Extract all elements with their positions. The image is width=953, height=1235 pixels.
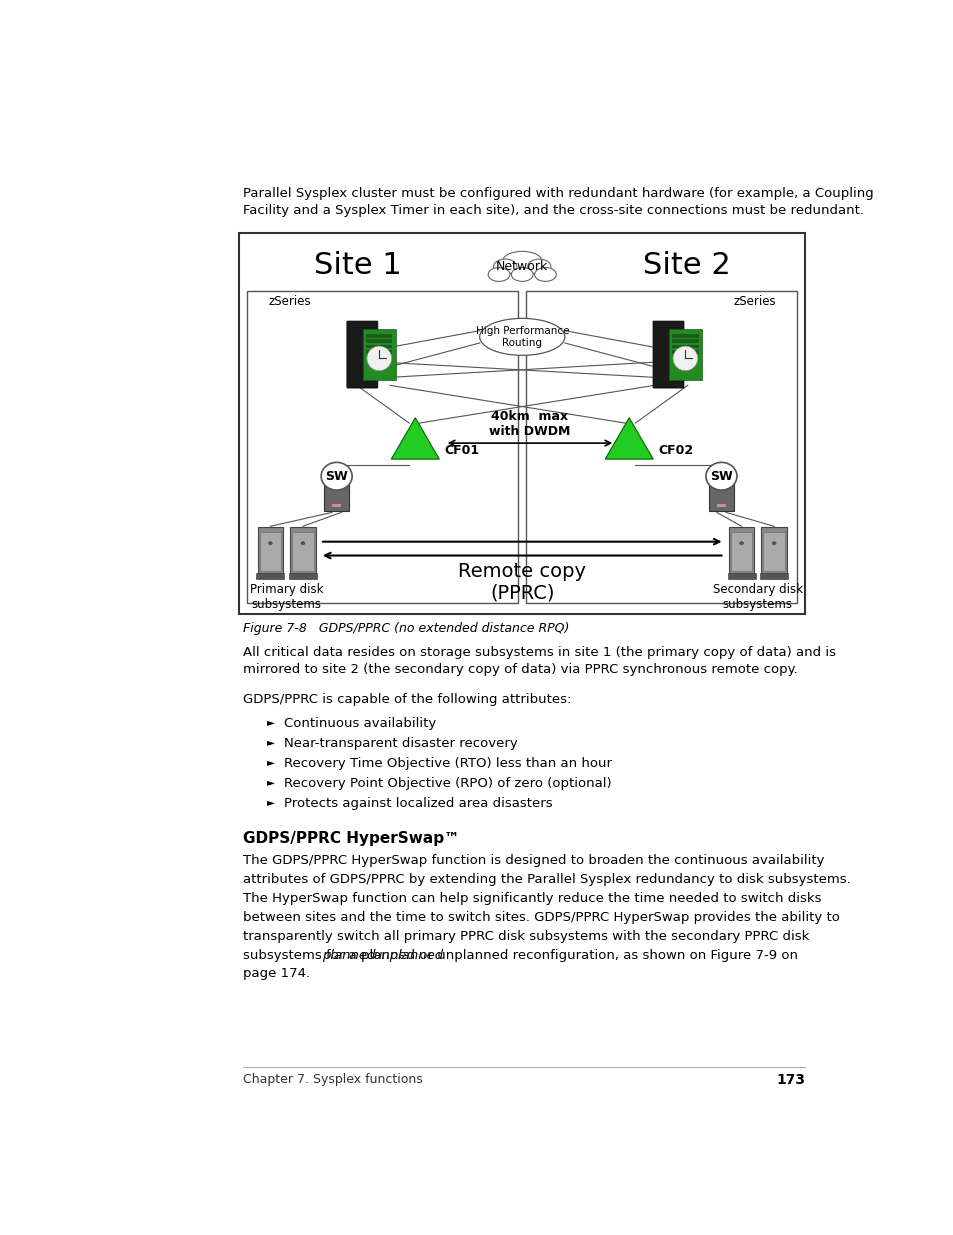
Text: Network: Network: [496, 261, 548, 273]
FancyBboxPatch shape: [332, 504, 341, 508]
Text: ►: ►: [266, 718, 274, 727]
Ellipse shape: [534, 268, 556, 282]
Ellipse shape: [367, 346, 392, 370]
Text: between sites and the time to switch sites. GDPS/PPRC HyperSwap provides the abi: between sites and the time to switch sit…: [243, 911, 840, 924]
FancyBboxPatch shape: [728, 527, 754, 574]
Text: subsystems for a planned or unplanned reconfiguration, as shown on Figure 7-9 on: subsystems for a planned or unplanned re…: [243, 948, 798, 962]
Text: Near-transparent disaster recovery: Near-transparent disaster recovery: [283, 737, 517, 750]
FancyBboxPatch shape: [672, 350, 698, 353]
FancyBboxPatch shape: [672, 340, 698, 343]
Ellipse shape: [479, 319, 564, 356]
Ellipse shape: [527, 259, 550, 274]
Text: Site 2: Site 2: [642, 251, 730, 280]
Ellipse shape: [672, 346, 697, 370]
FancyBboxPatch shape: [292, 532, 314, 571]
FancyBboxPatch shape: [366, 333, 392, 337]
FancyBboxPatch shape: [672, 333, 698, 337]
FancyBboxPatch shape: [730, 532, 752, 571]
Ellipse shape: [511, 268, 533, 282]
FancyBboxPatch shape: [727, 573, 755, 579]
Text: Recovery Time Objective (RTO) less than an hour: Recovery Time Objective (RTO) less than …: [283, 757, 611, 771]
Text: ►: ►: [266, 777, 274, 787]
Text: planned: planned: [322, 948, 375, 962]
FancyBboxPatch shape: [257, 527, 283, 574]
FancyBboxPatch shape: [652, 321, 683, 388]
FancyBboxPatch shape: [247, 290, 517, 603]
FancyBboxPatch shape: [347, 321, 377, 388]
FancyBboxPatch shape: [716, 504, 725, 508]
Ellipse shape: [771, 542, 775, 545]
Ellipse shape: [268, 542, 272, 545]
Ellipse shape: [502, 252, 541, 270]
Text: CF02: CF02: [658, 445, 693, 457]
Text: 40km  max
with DWDM: 40km max with DWDM: [489, 410, 570, 438]
FancyBboxPatch shape: [366, 350, 392, 353]
Ellipse shape: [739, 542, 742, 545]
FancyBboxPatch shape: [668, 329, 700, 380]
Text: Site 1: Site 1: [314, 251, 401, 280]
FancyBboxPatch shape: [760, 527, 786, 574]
Text: Secondary disk
subsystems: Secondary disk subsystems: [712, 583, 802, 611]
FancyBboxPatch shape: [672, 345, 698, 348]
Text: Recovery Point Objective (RPO) of zero (optional): Recovery Point Objective (RPO) of zero (…: [283, 777, 611, 790]
Ellipse shape: [321, 462, 352, 490]
Ellipse shape: [488, 268, 509, 282]
Text: SW: SW: [325, 469, 348, 483]
Text: High Performance
Routing: High Performance Routing: [475, 326, 568, 347]
FancyBboxPatch shape: [366, 345, 392, 348]
Text: zSeries: zSeries: [268, 295, 311, 309]
FancyBboxPatch shape: [362, 329, 395, 380]
Text: Facility and a Sysplex Timer in each site), and the cross-site connections must : Facility and a Sysplex Timer in each sit…: [243, 205, 863, 217]
FancyBboxPatch shape: [290, 527, 315, 574]
Text: Remote copy
(PPRC): Remote copy (PPRC): [457, 562, 586, 603]
Text: ►: ►: [266, 737, 274, 747]
Text: unplanned: unplanned: [373, 948, 443, 962]
Text: CF01: CF01: [444, 445, 478, 457]
Text: Protects against localized area disasters: Protects against localized area disaster…: [283, 798, 552, 810]
FancyBboxPatch shape: [256, 573, 284, 579]
FancyBboxPatch shape: [324, 480, 349, 511]
FancyBboxPatch shape: [374, 330, 376, 379]
Ellipse shape: [493, 259, 517, 274]
FancyBboxPatch shape: [760, 573, 787, 579]
FancyBboxPatch shape: [679, 330, 682, 379]
Text: SW: SW: [709, 469, 732, 483]
Text: The HyperSwap function can help significantly reduce the time needed to switch d: The HyperSwap function can help signific…: [243, 892, 821, 905]
Ellipse shape: [301, 542, 305, 545]
Text: All critical data resides on storage subsystems in site 1 (the primary copy of d: All critical data resides on storage sub…: [243, 646, 836, 659]
Text: ►: ►: [266, 757, 274, 767]
Text: The GDPS/PPRC HyperSwap function is designed to broaden the continuous availabil: The GDPS/PPRC HyperSwap function is desi…: [243, 855, 824, 867]
Text: Primary disk
subsystems: Primary disk subsystems: [250, 583, 323, 611]
Text: unplanned: unplanned: [373, 948, 443, 962]
Polygon shape: [604, 417, 653, 459]
Text: GDPS/PPRC is capable of the following attributes:: GDPS/PPRC is capable of the following at…: [243, 693, 571, 705]
Text: mirrored to site 2 (the secondary copy of data) via PPRC synchronous remote copy: mirrored to site 2 (the secondary copy o…: [243, 663, 797, 677]
FancyBboxPatch shape: [259, 532, 281, 571]
Text: zSeries: zSeries: [733, 295, 775, 309]
FancyBboxPatch shape: [289, 573, 316, 579]
Text: ►: ►: [266, 798, 274, 808]
Polygon shape: [391, 417, 439, 459]
FancyBboxPatch shape: [708, 480, 733, 511]
Text: Figure 7-8   GDPS/PPRC (no extended distance RPQ): Figure 7-8 GDPS/PPRC (no extended distan…: [243, 621, 569, 635]
Text: 173: 173: [776, 1073, 804, 1087]
Text: Continuous availability: Continuous availability: [283, 718, 436, 730]
Text: transparently switch all primary PPRC disk subsystems with the secondary PPRC di: transparently switch all primary PPRC di…: [243, 930, 809, 942]
FancyBboxPatch shape: [762, 532, 784, 571]
FancyBboxPatch shape: [366, 340, 392, 343]
FancyBboxPatch shape: [525, 290, 797, 603]
Text: page 174.: page 174.: [243, 967, 310, 981]
Text: planned: planned: [322, 948, 375, 962]
Text: attributes of GDPS/PPRC by extending the Parallel Sysplex redundancy to disk sub: attributes of GDPS/PPRC by extending the…: [243, 873, 850, 887]
Text: Parallel Sysplex cluster must be configured with redundant hardware (for example: Parallel Sysplex cluster must be configu…: [243, 186, 873, 200]
Text: Chapter 7. Sysplex functions: Chapter 7. Sysplex functions: [243, 1073, 422, 1086]
FancyBboxPatch shape: [239, 233, 804, 614]
Text: GDPS/PPRC HyperSwap™: GDPS/PPRC HyperSwap™: [243, 831, 459, 846]
Ellipse shape: [705, 462, 736, 490]
